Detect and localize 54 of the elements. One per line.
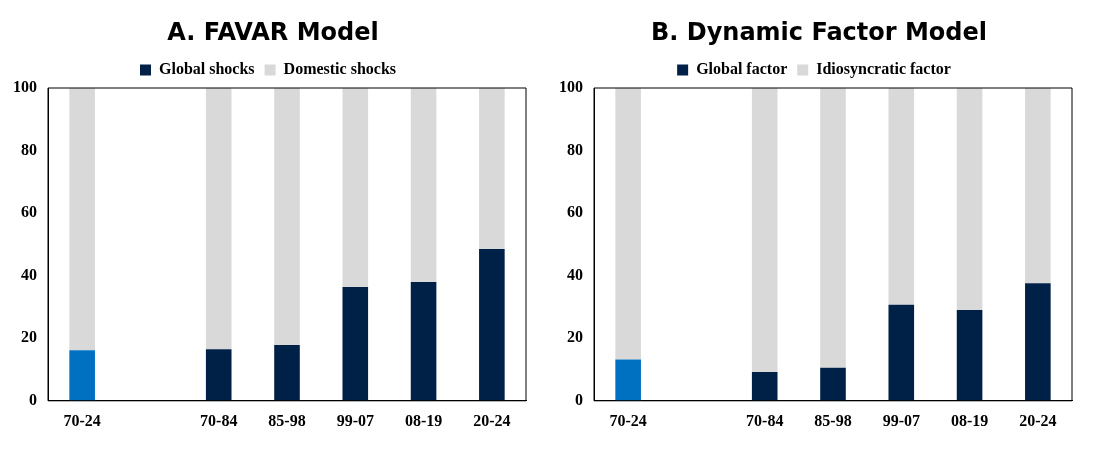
x-tick-label: 20-24: [1019, 411, 1057, 429]
bar: [479, 249, 505, 401]
bar: [751, 88, 778, 373]
legend-label: Global factor: [696, 60, 788, 78]
bar: [956, 88, 983, 311]
chart-title: A. FAVAR Model: [166, 17, 380, 48]
y-tick-label: 100: [559, 78, 583, 96]
bar: [1025, 283, 1051, 401]
y-tick-label: 60: [567, 203, 583, 221]
bar: [342, 88, 369, 287]
x-tick-label: 70-84: [200, 411, 238, 429]
x-tick-label: 70-24: [63, 411, 101, 429]
y-tick-label: 80: [21, 140, 37, 158]
bar: [410, 88, 437, 282]
bar: [888, 88, 915, 305]
y-tick-label: 100: [13, 78, 37, 96]
x-tick-label: 70-84: [746, 411, 784, 429]
x-tick-label: 99-07: [336, 411, 374, 429]
bar: [205, 349, 232, 401]
x-tick-label: 08-19: [404, 411, 443, 429]
legend-label: Idiosyncratic factor: [816, 60, 951, 79]
bar: [1025, 88, 1051, 284]
bar: [69, 350, 95, 401]
legend-label: Domestic shocks: [283, 60, 397, 78]
x-tick-label: 70-24: [609, 411, 647, 429]
x-tick-label: 20-24: [473, 411, 511, 429]
bar: [274, 345, 300, 401]
bar: [820, 88, 846, 368]
bar: [615, 88, 641, 360]
x-tick-label: 99-07: [882, 411, 920, 429]
bar: [956, 310, 983, 401]
y-tick-label: 20: [567, 328, 583, 346]
y-tick-label: 40: [21, 265, 37, 283]
x-tick-label: 85-98: [268, 411, 306, 429]
y-tick-label: 60: [21, 203, 37, 221]
y-tick-label: 40: [567, 265, 583, 283]
x-tick-label: 85-98: [814, 411, 852, 429]
y-tick-label: 0: [575, 390, 583, 408]
bar: [205, 88, 232, 350]
bar: [751, 372, 778, 401]
y-tick-label: 0: [29, 390, 37, 408]
bar: [410, 281, 437, 401]
bar: [479, 88, 505, 250]
bar: [342, 286, 369, 401]
x-tick-label: 08-19: [950, 411, 989, 429]
bar: [615, 359, 641, 401]
chart-title: B. Dynamic Factor Model: [649, 17, 988, 48]
bar: [274, 88, 300, 346]
y-tick-label: 80: [567, 140, 583, 158]
legend-label: Global shocks: [158, 60, 255, 78]
y-tick-label: 20: [21, 328, 37, 346]
bar: [820, 367, 846, 401]
bar: [888, 304, 915, 401]
bar: [69, 88, 95, 351]
